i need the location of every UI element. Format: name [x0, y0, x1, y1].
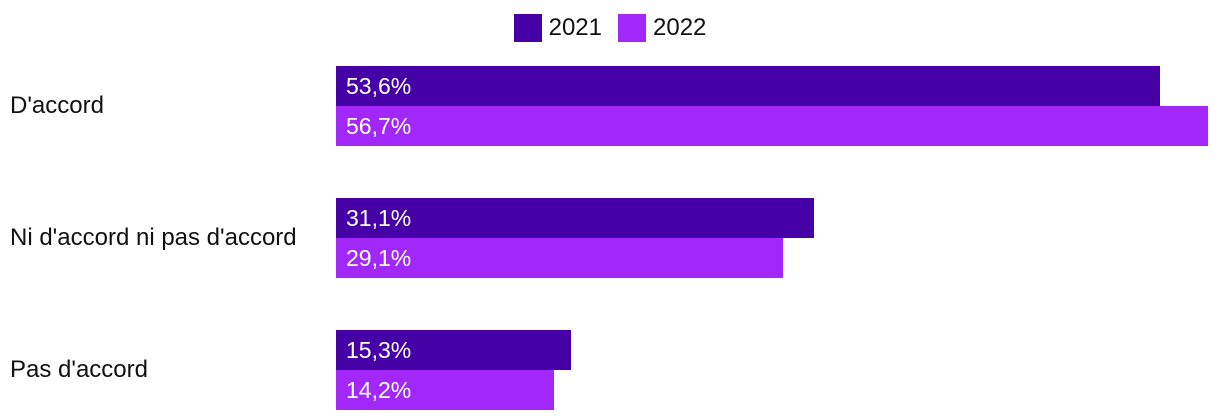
bar-2021: 53,6%: [336, 66, 1161, 106]
bar-value-label: 15,3%: [346, 336, 412, 363]
bar-2022: 14,2%: [336, 370, 555, 410]
bar-2022: 56,7%: [336, 106, 1208, 146]
category-label: Ni d'accord ni pas d'accord: [10, 224, 297, 251]
legend-label-2021: 2021: [548, 14, 602, 41]
bar-pair: 31,1% 29,1%: [336, 198, 1220, 278]
bar-value-label: 29,1%: [346, 244, 412, 271]
bar-value-label: 14,2%: [346, 376, 412, 403]
bar-pair: 15,3% 14,2%: [336, 330, 1220, 410]
plot-area: D'accord 53,6% 56,7% Ni d'accord ni pas d'a…: [0, 66, 1220, 410]
bar-value-label: 31,1%: [346, 204, 412, 231]
bar-pair: 53,6% 56,7%: [336, 66, 1220, 146]
legend-item-2021: 2021: [513, 14, 602, 42]
bar-2021: 31,1%: [336, 198, 815, 238]
legend-label-2022: 2022: [653, 14, 707, 41]
legend-swatch-2022: [618, 14, 646, 42]
category-label: Pas d'accord: [10, 356, 148, 383]
category-label: D'accord: [10, 92, 104, 119]
bar-2022: 29,1%: [336, 238, 784, 278]
bar-value-label: 56,7%: [346, 112, 412, 139]
legend-swatch-2021: [513, 14, 542, 42]
category-group: D'accord 53,6% 56,7%: [0, 66, 1220, 146]
legend: 2021 2022: [0, 14, 1220, 42]
legend-item-2022: 2022: [618, 14, 706, 42]
bar-2021: 15,3%: [336, 330, 572, 370]
bar-value-label: 53,6%: [346, 72, 412, 99]
category-group: Ni d'accord ni pas d'accord 31,1% 29,1%: [0, 198, 1220, 278]
category-group: Pas d'accord 15,3% 14,2%: [0, 330, 1220, 410]
